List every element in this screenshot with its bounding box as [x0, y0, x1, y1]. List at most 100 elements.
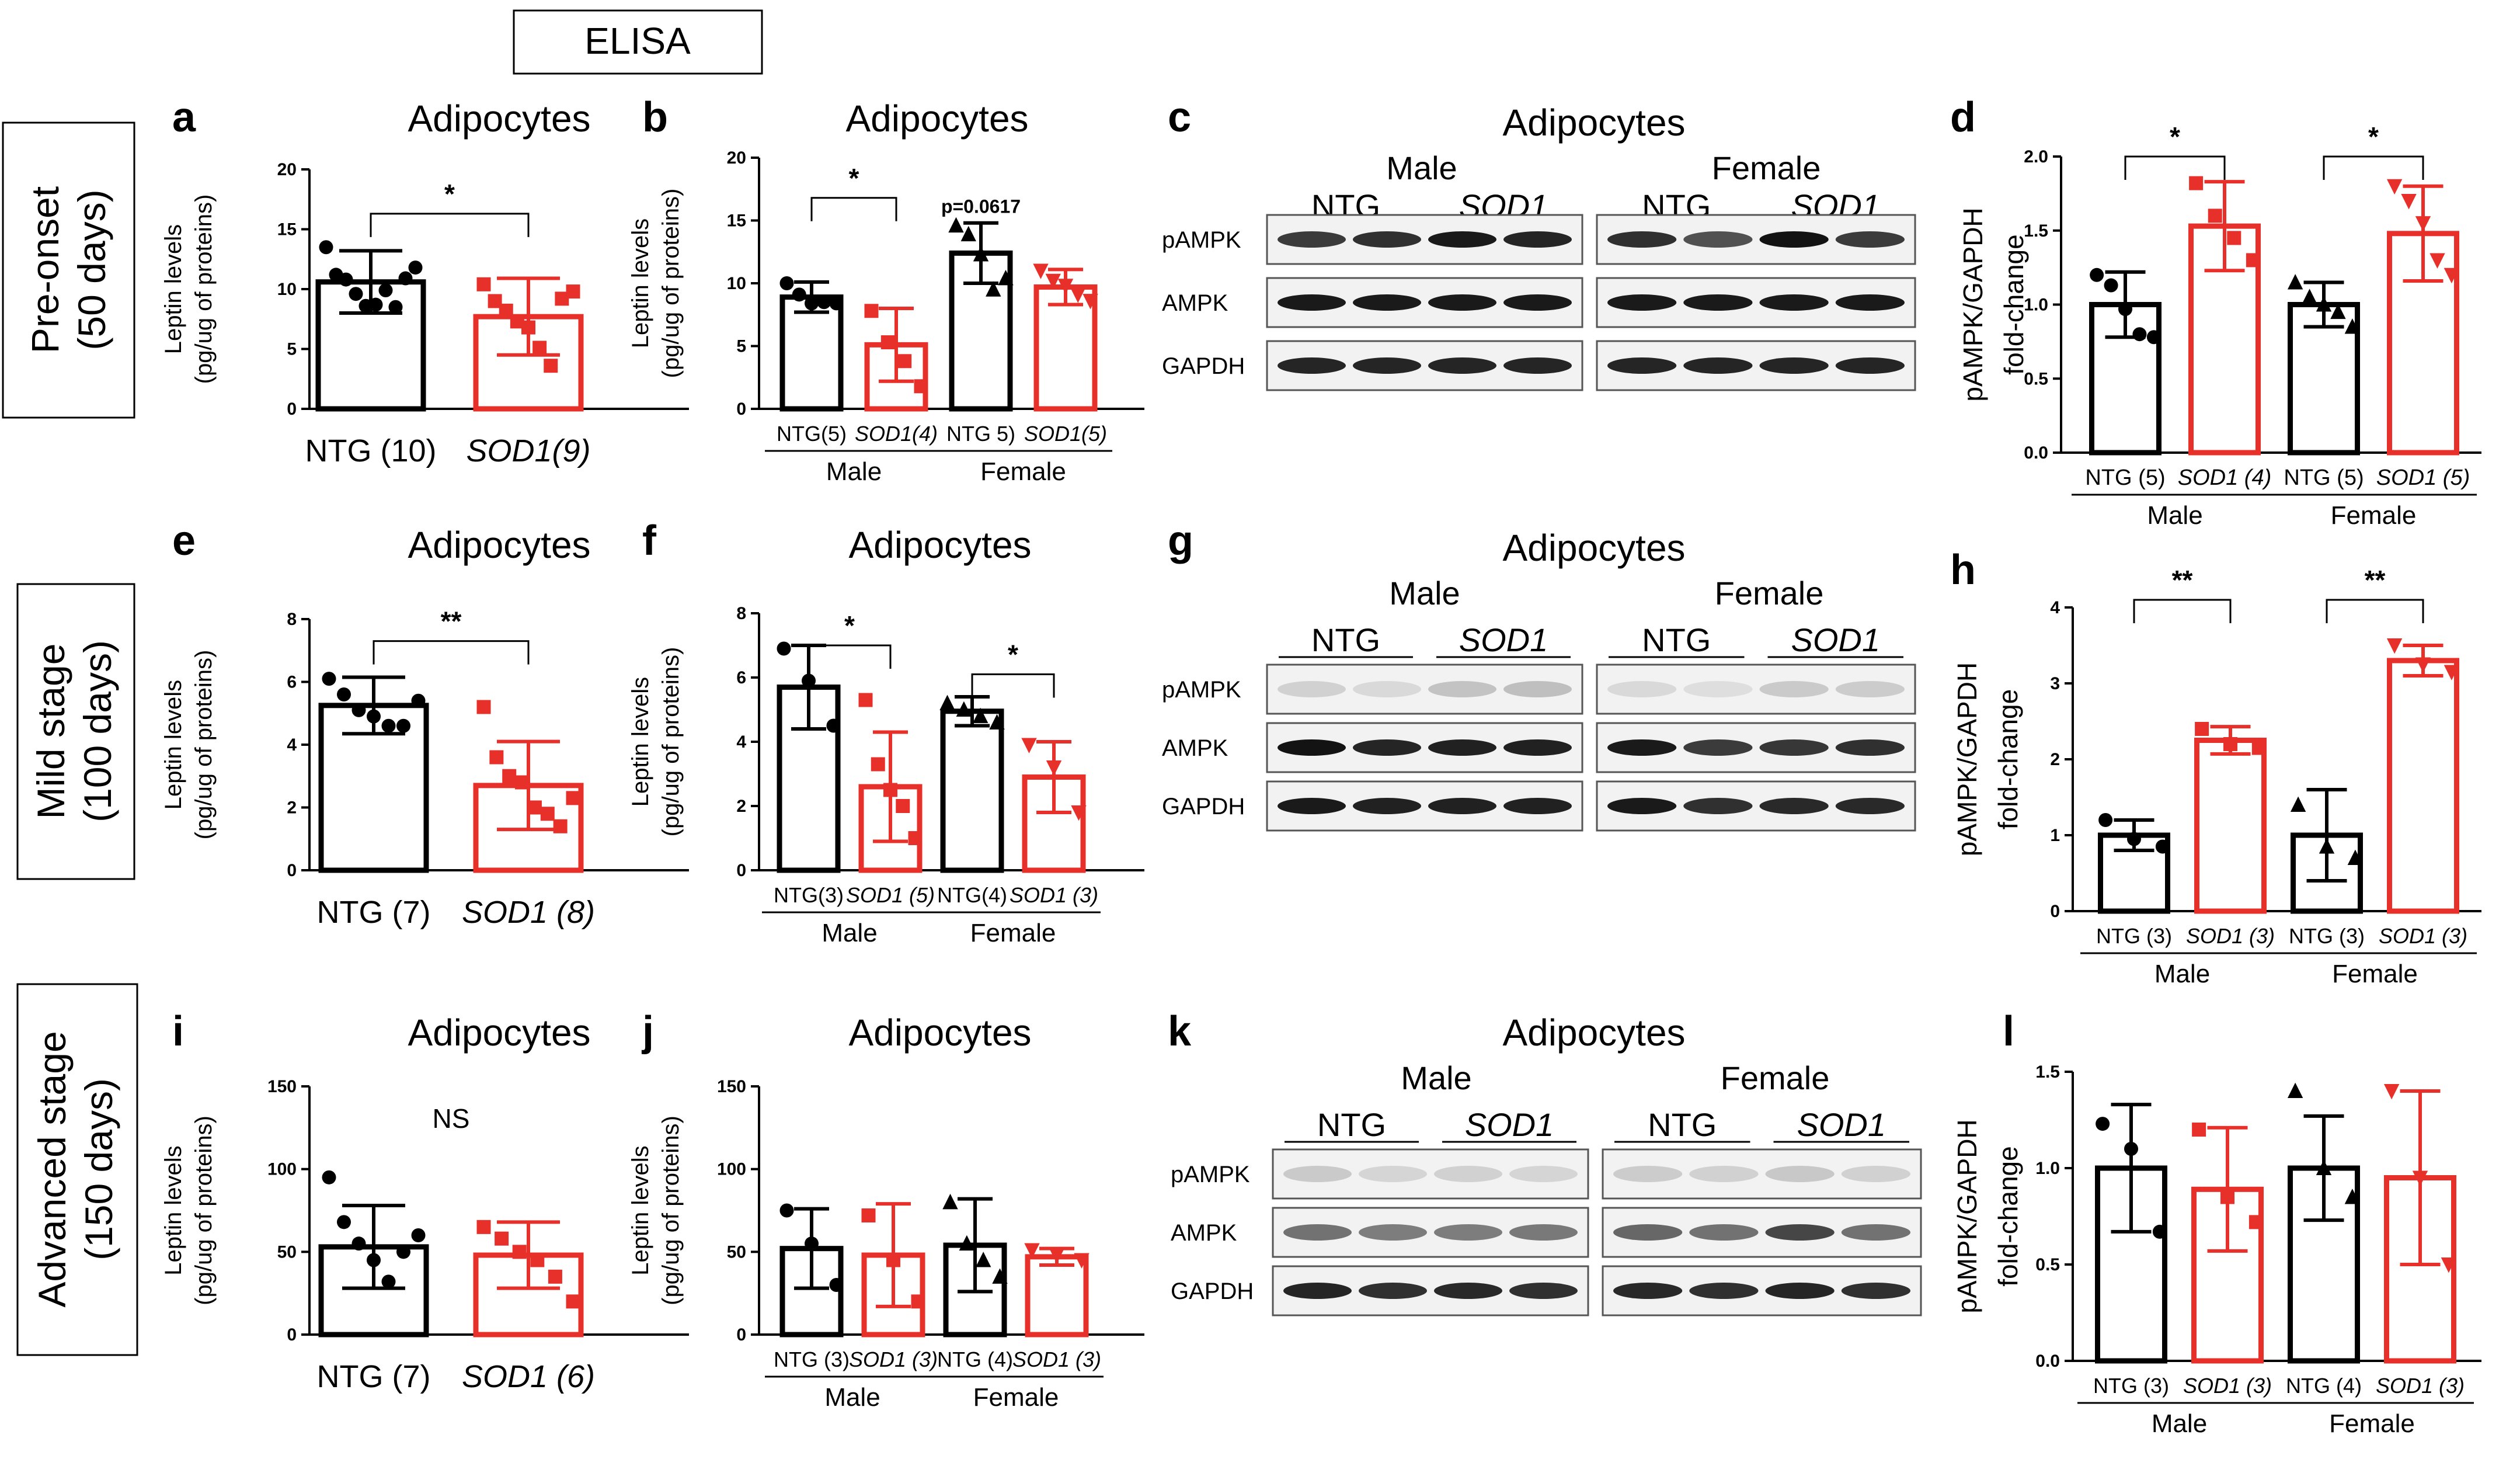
x-tick-label: SOD1 (3)	[2186, 924, 2275, 948]
data-point	[349, 287, 363, 301]
chart-b: Adipocytes 0 5 10 15 20 Leptin levels (pg/ug of…	[628, 98, 1144, 486]
data-point	[2441, 1257, 2457, 1273]
y-tick-label: 1.5	[2024, 221, 2048, 241]
y-tick-label: 0	[736, 861, 746, 880]
data-point	[396, 1245, 410, 1259]
y-tick-label: 6	[736, 668, 746, 687]
group-label: Male	[2147, 501, 2202, 530]
elisa-box	[513, 9, 763, 75]
blot-band	[1428, 294, 1496, 311]
significance-label: **	[441, 606, 462, 637]
data-point	[548, 1269, 562, 1284]
data-point	[2415, 657, 2431, 673]
significance-label: *	[849, 163, 859, 193]
blot-band	[1683, 798, 1753, 814]
y-axis-label: fold-change	[1993, 1146, 2023, 1286]
blot-band	[1835, 798, 1905, 814]
stage-label-line2: (50 days)	[70, 189, 113, 350]
data-point	[2155, 839, 2170, 854]
blot-band	[1765, 1283, 1835, 1299]
blot-band	[1835, 231, 1905, 248]
blot-row-label: pAMPK	[1171, 1162, 1250, 1187]
panel-letter-g: g	[1168, 517, 1193, 564]
blot-band	[1689, 1166, 1759, 1182]
y-tick-label: 8	[736, 604, 746, 623]
data-point	[530, 1253, 545, 1267]
data-point	[1070, 287, 1086, 303]
data-point	[515, 775, 530, 790]
data-point	[805, 1236, 819, 1251]
annotation-label: p=0.0617	[941, 196, 1021, 217]
data-point	[322, 672, 336, 686]
significance-label: *	[2368, 121, 2379, 152]
y-axis-label: pAMPK/GAPDH	[1952, 1119, 1982, 1313]
x-tick-label: SOD1 (3)	[1012, 1347, 1101, 1371]
blot-title: Adipocytes	[1502, 102, 1685, 144]
blot-band	[1353, 294, 1421, 311]
x-tick-label: NTG (5)	[2085, 465, 2165, 490]
data-point	[975, 1252, 991, 1267]
stage-label-line1: Mild stage	[29, 644, 72, 819]
x-tick-label: SOD1 (4)	[2178, 465, 2271, 490]
blot-band	[1683, 739, 1753, 756]
y-tick-label: 0	[287, 1325, 297, 1345]
data-point	[2104, 278, 2118, 293]
data-point	[2118, 302, 2132, 317]
data-point	[2146, 330, 2161, 345]
data-point	[2290, 796, 2306, 812]
group-label: Female	[980, 457, 1066, 486]
chart-title: Adipocytes	[848, 524, 1031, 566]
blot-band	[1278, 231, 1346, 248]
y-tick-label: 2	[736, 797, 746, 816]
data-point	[2124, 1142, 2138, 1156]
y-tick-label: 10	[727, 274, 746, 293]
blot-title: Adipocytes	[1502, 1012, 1685, 1054]
significance-label: **	[2172, 565, 2193, 595]
chart-f: Adipocytes 0 2 4 6 8 Leptin levels (pg/ug of pr…	[628, 524, 1144, 947]
data-point	[829, 1278, 844, 1292]
blot-band	[1278, 357, 1346, 374]
chart-l: 0.0 0.5 1.0 1.5 pAMPK/GAPDH fold-change NTG (3…	[1952, 1062, 2481, 1438]
data-point	[777, 641, 791, 656]
x-tick-label: SOD1 (5)	[2376, 465, 2470, 490]
blot-band	[1835, 681, 1905, 697]
blot-band	[1841, 1224, 1910, 1241]
blot-band	[1765, 1166, 1835, 1182]
blot-band	[1683, 357, 1753, 374]
data-point	[883, 783, 897, 797]
data-point	[948, 217, 964, 233]
x-tick-label: NTG(5)	[777, 422, 847, 446]
stage-box-mild: Mild stage (100 days)	[16, 583, 135, 880]
blot-band	[1428, 798, 1496, 814]
group-label: Male	[822, 919, 877, 947]
blot-band	[1353, 357, 1421, 374]
y-tick-label: 4	[2050, 598, 2060, 617]
data-point	[1045, 273, 1061, 290]
panel-letter-i: i	[172, 1008, 184, 1055]
data-point	[897, 354, 912, 369]
x-tick-label: SOD1(4)	[855, 422, 938, 446]
data-point	[319, 240, 333, 255]
data-point	[532, 341, 547, 355]
data-point	[972, 707, 988, 723]
group-label: Male	[826, 457, 882, 486]
chart-title: Adipocytes	[408, 98, 590, 140]
blot-band	[1434, 1166, 1502, 1182]
data-point	[2344, 318, 2361, 334]
data-point	[960, 225, 976, 242]
data-point	[1046, 760, 1062, 776]
data-point	[368, 297, 383, 312]
blot-band	[1434, 1224, 1502, 1241]
blot-band	[1503, 231, 1572, 248]
blot-ntg-label: NTG	[1311, 621, 1380, 658]
panel-letters: a b c d e f g h i j k l	[172, 94, 2014, 1055]
significance-bracket	[2323, 155, 2424, 180]
data-point	[2189, 176, 2204, 190]
data-point	[2316, 1159, 2332, 1175]
y-axis-label: Leptin levels	[628, 677, 653, 807]
blot-band	[1428, 231, 1496, 248]
y-axis-label: (pg/ug of proteins)	[191, 1116, 217, 1305]
blot-sod1-label: SOD1	[1465, 1106, 1554, 1143]
